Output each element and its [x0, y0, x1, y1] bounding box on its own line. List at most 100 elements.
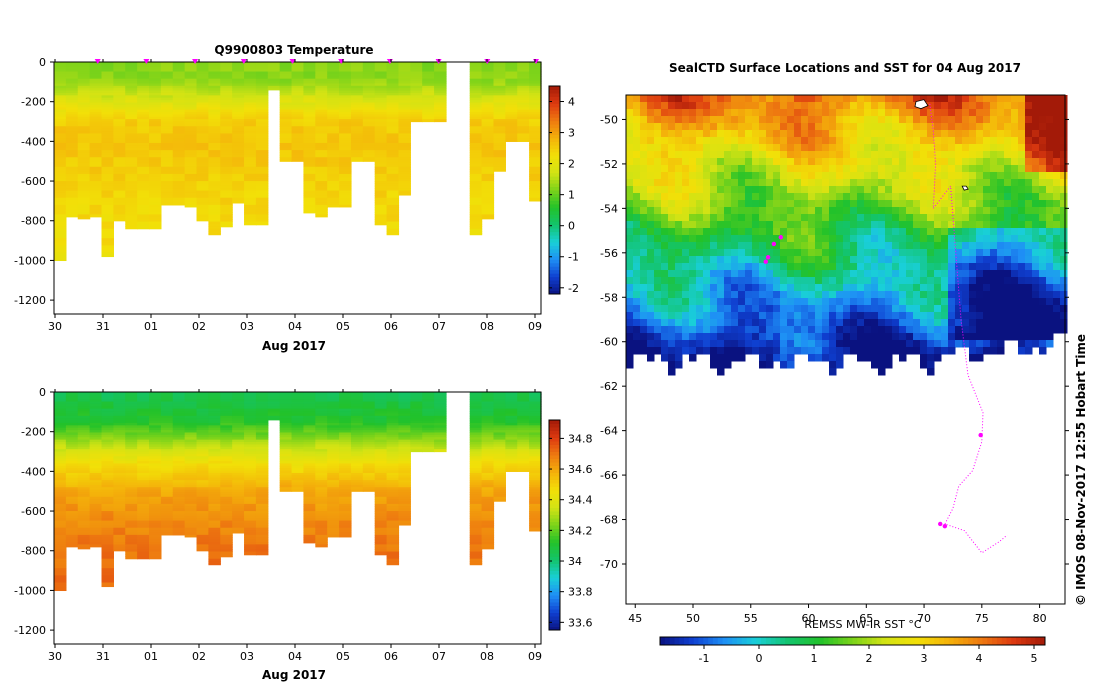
section-cell [469, 173, 483, 177]
section-cell [315, 422, 328, 426]
section-cell [184, 131, 198, 135]
section-cell [184, 200, 198, 204]
section-cell [65, 69, 79, 73]
colorbar-segment [549, 479, 560, 484]
section-cell [184, 83, 198, 87]
section-cell [505, 95, 518, 99]
section-cell [244, 81, 257, 85]
section-cell [279, 131, 293, 135]
section-cell [327, 123, 340, 127]
section-cell [315, 472, 328, 476]
sst-cell [1053, 109, 1061, 117]
section-cell [339, 76, 352, 80]
section-cell [208, 420, 221, 424]
section-cell [422, 406, 435, 410]
section-cell [279, 119, 293, 123]
colorbar-segment [549, 200, 560, 205]
section-cell [89, 166, 103, 170]
section-cell [529, 109, 542, 113]
section-cell [410, 64, 423, 68]
section-cell [208, 511, 221, 515]
section-cell [149, 520, 162, 524]
section-cell [350, 109, 364, 113]
section-cell [398, 138, 411, 142]
section-cell [398, 456, 411, 460]
section-cell [481, 439, 495, 443]
section-cell [125, 494, 138, 498]
section-cell [54, 568, 67, 572]
section-cell [315, 157, 328, 161]
section-cell [184, 157, 198, 161]
section-cell [517, 403, 530, 407]
section-cell [54, 442, 67, 445]
section-cell [149, 437, 162, 441]
section-cell [327, 195, 340, 199]
section-cell [505, 411, 518, 415]
section-cell [89, 532, 103, 536]
section-cell [149, 527, 162, 531]
section-cell [232, 403, 245, 407]
section-cell [362, 425, 376, 429]
section-cell [362, 411, 376, 415]
section-cell [255, 394, 269, 398]
section-cell [54, 403, 67, 407]
section-cell [101, 525, 114, 529]
section-cell [422, 73, 435, 77]
section-cell [208, 64, 221, 68]
section-cell [196, 442, 210, 445]
section-cell [469, 181, 483, 185]
section-cell [374, 437, 388, 441]
section-cell [172, 159, 186, 163]
sst-cell [808, 102, 816, 110]
section-cell [77, 88, 91, 92]
section-cell [149, 76, 162, 80]
section-cell [101, 142, 114, 146]
section-cell [54, 456, 67, 460]
sst-cell [843, 109, 851, 117]
sst-cell [682, 95, 690, 103]
section-cell [101, 527, 114, 531]
section-cell [113, 123, 126, 127]
section-cell [374, 537, 388, 541]
section-cell [505, 446, 518, 450]
section-cell [410, 66, 423, 70]
section-cell [125, 403, 138, 407]
section-cell [137, 499, 150, 503]
section-cell [374, 406, 388, 410]
section-cell [529, 128, 542, 132]
section-cell [339, 480, 352, 484]
section-cell [362, 157, 376, 161]
section-cell [137, 456, 150, 460]
section-cell [77, 71, 91, 75]
section-cell [339, 154, 352, 158]
section-cell [339, 178, 352, 182]
section-cell [149, 90, 162, 94]
section-cell [398, 62, 411, 65]
section-cell [196, 190, 210, 194]
section-cell [113, 181, 126, 185]
section-cell [172, 147, 186, 151]
section-cell [398, 487, 411, 491]
colorbar-tick-label: 33.8 [568, 586, 593, 599]
section-cell [374, 88, 388, 92]
section-cell [517, 102, 530, 106]
section-cell [65, 92, 79, 96]
section-cell [160, 142, 174, 146]
section-cell [327, 442, 340, 445]
sst-cell [675, 102, 683, 110]
section-cell [244, 138, 257, 142]
sst-cell [633, 116, 641, 124]
section-cell [386, 216, 400, 220]
section-cell [469, 563, 483, 566]
section-cell [386, 518, 400, 522]
section-cell [481, 142, 495, 146]
section-cell [315, 499, 328, 503]
section-cell [196, 470, 210, 474]
section-cell [160, 107, 174, 111]
section-cell [469, 477, 483, 481]
section-cell [279, 102, 293, 106]
section-cell [113, 458, 126, 462]
section-cell [339, 515, 352, 519]
section-cell [362, 465, 376, 469]
section-cell [184, 133, 198, 137]
